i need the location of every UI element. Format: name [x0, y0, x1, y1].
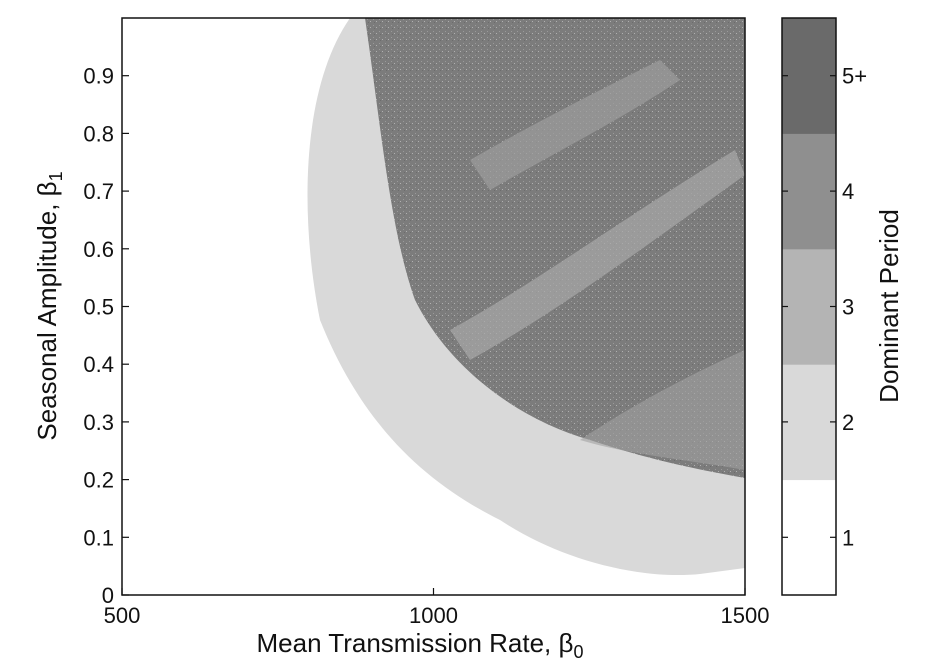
region-period-3-streak-2	[450, 150, 745, 360]
colorbar-swatch	[782, 18, 836, 134]
colorbar-swatch	[782, 364, 836, 481]
heatmap-regions	[307, 18, 745, 576]
x-axis: 500 1000 1500	[104, 588, 770, 628]
y-tick-label: 0.7	[83, 179, 114, 204]
colorbar-swatch	[782, 248, 836, 365]
colorbar-label: 1	[842, 525, 854, 550]
colorbar: 1 2 3 4 5+	[781, 17, 867, 596]
x-tick-label: 500	[104, 603, 141, 628]
x-tick-label: 1000	[409, 603, 458, 628]
y-axis: 0 0.1 0.2 0.3 0.4 0.5 0.6 0.7 0.8 0.9	[83, 64, 129, 608]
y-tick-label: 0.8	[83, 121, 114, 146]
region-period-4	[365, 18, 745, 478]
x-axis-title: Mean Transmission Rate, β0	[257, 628, 584, 662]
y-tick-label: 0	[102, 583, 114, 608]
region-period-3-streak-3	[580, 350, 745, 470]
colorbar-swatch	[782, 133, 836, 250]
y-tick-label: 0.6	[83, 237, 114, 262]
colorbar-swatch	[782, 479, 836, 596]
y-tick-label: 0.4	[83, 352, 114, 377]
plot-area	[121, 17, 746, 596]
y-tick-label: 0.1	[83, 525, 114, 550]
region-period-3-streak-1	[470, 60, 680, 190]
colorbar-label: 5+	[842, 64, 867, 89]
colorbar-frame	[781, 17, 837, 596]
colorbar-label: 3	[842, 295, 854, 320]
colorbar-label: 4	[842, 179, 854, 204]
colorbar-title: Dominant Period	[874, 209, 904, 403]
y-axis-title: Seasonal Amplitude, β1	[32, 171, 66, 440]
colorbar-label: 2	[842, 410, 854, 435]
y-tick-label: 0.5	[83, 295, 114, 320]
y-tick-label: 0.9	[83, 64, 114, 89]
y-tick-label: 0.2	[83, 468, 114, 493]
x-tick-label: 1500	[721, 603, 770, 628]
y-tick-label: 0.3	[83, 410, 114, 435]
